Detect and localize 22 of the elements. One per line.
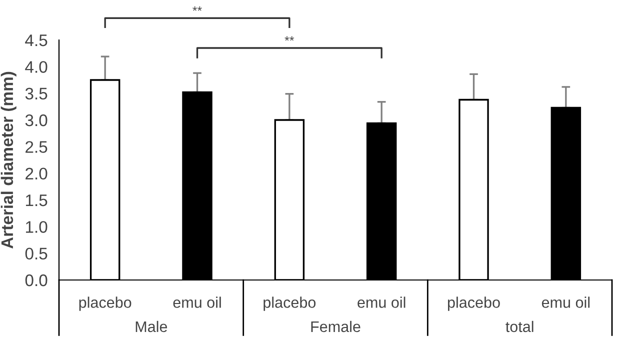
y-tick-label: 4.5: [25, 34, 48, 46]
text: Male: [136, 320, 168, 332]
y-tick-label: 1.0: [26, 221, 48, 233]
y-tick-label: 3.5: [25, 88, 48, 100]
text: Female: [311, 320, 360, 332]
x-tick-label: placebo: [79, 296, 132, 311]
x-tick-label: emu oil: [358, 296, 406, 308]
y-tick-label: 0.5: [25, 248, 48, 260]
y-tick-label: 4.0: [25, 61, 48, 73]
y-tick-label: 3.0: [25, 114, 48, 126]
x-tick-label: placebo: [264, 296, 316, 311]
x-tick-label: emu oil: [173, 296, 221, 308]
text: **: [192, 6, 202, 11]
y-tick-label: 2.5: [26, 141, 48, 153]
annotation: **: [284, 36, 294, 41]
y-axis-title: Arterial diameter (mm): [0, 72, 16, 248]
y-tick-label: 2.0: [26, 168, 48, 180]
x-tick-label: emu oil: [542, 296, 590, 308]
text: total: [506, 320, 534, 332]
y-tick-label: 0.0: [25, 274, 48, 286]
x-tick-label: placebo: [448, 296, 500, 311]
y-tick-label: 1.5: [26, 194, 48, 206]
